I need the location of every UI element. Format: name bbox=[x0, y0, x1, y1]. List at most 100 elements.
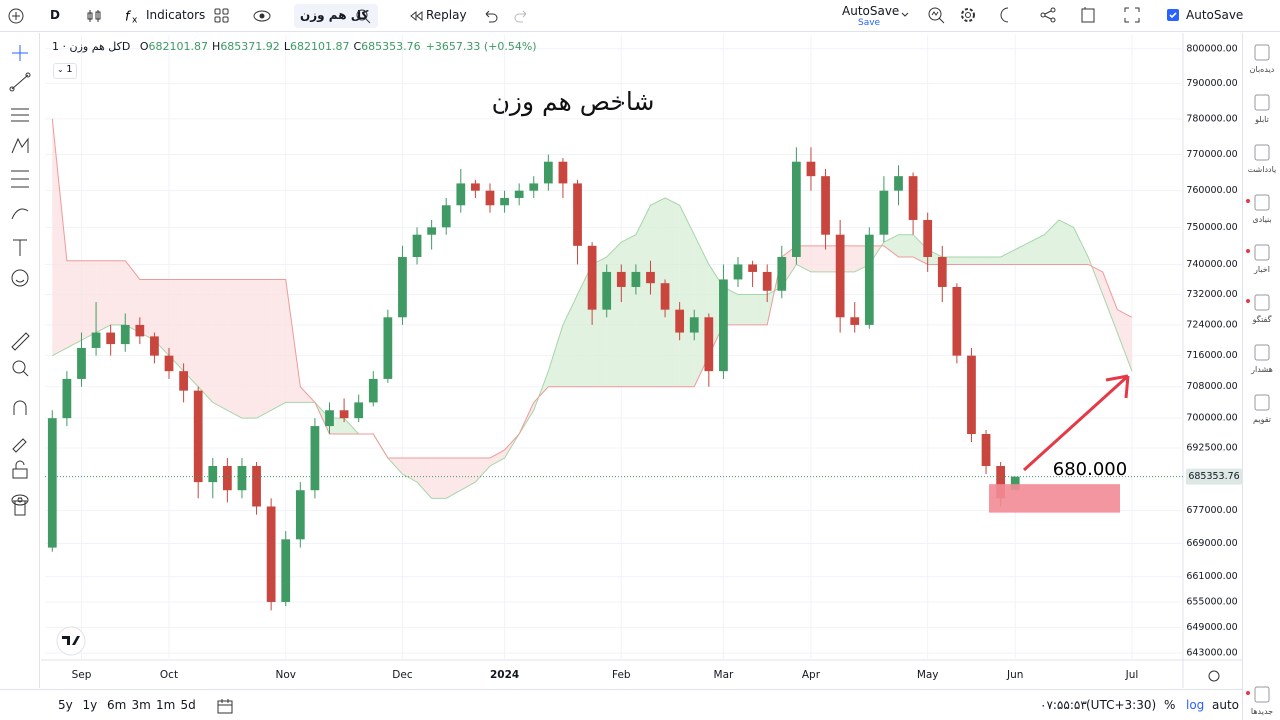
candle-body bbox=[62, 378, 72, 419]
candle-body bbox=[821, 176, 830, 235]
delete-tool[interactable] bbox=[0, 493, 40, 523]
candle-body bbox=[616, 271, 626, 287]
cloud-fill bbox=[956, 256, 972, 265]
snapshot[interactable] bbox=[1078, 5, 1098, 25]
sidebar-icon[interactable] bbox=[1243, 143, 1280, 163]
sidebar-icon[interactable] bbox=[1243, 93, 1280, 113]
autosave[interactable]: AutoSave bbox=[842, 4, 900, 18]
ohlc-value: 682101.87 bbox=[289, 40, 350, 53]
auto-toggle[interactable]: auto bbox=[1212, 698, 1240, 712]
share[interactable] bbox=[1038, 5, 1058, 25]
visibility[interactable] bbox=[252, 6, 272, 26]
cloud-fill bbox=[227, 279, 242, 419]
candle-body bbox=[981, 434, 991, 466]
x-tick-label: Apr bbox=[802, 669, 821, 681]
y-tick-label: 643000.00 bbox=[1186, 648, 1237, 659]
sidebar-icon[interactable] bbox=[1243, 393, 1280, 413]
cloud-fill bbox=[256, 279, 272, 419]
y-tick-label: 716000.00 bbox=[1186, 350, 1237, 361]
clock: ۰۷:۵۵:۵۳ bbox=[1040, 698, 1087, 712]
cloud-fill bbox=[52, 118, 67, 356]
icon-shape bbox=[1254, 94, 1270, 111]
candle-body bbox=[412, 234, 422, 257]
tv-logo bbox=[56, 626, 86, 656]
y-tick-label: 732000.00 bbox=[1186, 289, 1237, 300]
range-button[interactable]: 5d bbox=[180, 698, 196, 712]
ohlc-value: 685371.92 bbox=[220, 40, 280, 53]
icon-shape bbox=[1254, 144, 1270, 161]
goto-date[interactable] bbox=[216, 697, 234, 715]
y-tick-label: 692500.00 bbox=[1186, 442, 1237, 453]
fullscreen[interactable] bbox=[1122, 5, 1142, 25]
candle-body bbox=[179, 371, 188, 391]
icon-shape bbox=[1254, 686, 1270, 703]
candle-body bbox=[573, 183, 582, 246]
save[interactable]: Save bbox=[858, 18, 881, 28]
candle-body bbox=[835, 234, 845, 318]
chart-style[interactable] bbox=[84, 6, 104, 26]
layouts[interactable] bbox=[212, 6, 232, 26]
cloud-fill bbox=[460, 457, 476, 491]
collapse-button[interactable]: ⌄ 1 bbox=[53, 63, 77, 79]
replay[interactable]: Replay bbox=[426, 8, 467, 22]
drawing-tools[interactable] bbox=[0, 41, 40, 521]
y-tick-label: 700000.00 bbox=[1186, 413, 1237, 424]
indicators[interactable]: Indicators bbox=[146, 8, 206, 22]
candle-body bbox=[150, 336, 159, 356]
replay-icon bbox=[410, 10, 423, 22]
undo[interactable] bbox=[480, 6, 500, 26]
interval[interactable]: D bbox=[50, 8, 60, 22]
sidebar-icon[interactable] bbox=[1243, 243, 1280, 263]
logo-mark bbox=[62, 636, 80, 645]
sidebar-label[interactable]: دیده‌بان bbox=[1249, 65, 1275, 74]
range-button[interactable]: 1y bbox=[82, 698, 98, 712]
sidebar-label[interactable]: تابلو bbox=[1255, 115, 1269, 124]
candle-body bbox=[208, 465, 218, 483]
sidebar-label[interactable]: گفتگو bbox=[1252, 315, 1272, 324]
price-label: 685353.76 bbox=[1188, 471, 1239, 482]
sidebar-icon[interactable] bbox=[1243, 293, 1280, 313]
range-button[interactable]: 6m bbox=[107, 698, 127, 712]
candle-body bbox=[310, 426, 320, 491]
candle-body bbox=[266, 506, 276, 602]
redo[interactable] bbox=[512, 6, 532, 26]
sidebar-icon[interactable] bbox=[1243, 343, 1280, 363]
sidebar-label[interactable]: یادداشت bbox=[1247, 165, 1277, 174]
quick-search[interactable] bbox=[926, 5, 946, 25]
symbol[interactable]: کل هم وزن bbox=[300, 8, 369, 22]
range-button[interactable]: 3m bbox=[131, 698, 151, 712]
range-button[interactable]: 5y bbox=[58, 698, 73, 712]
sidebar-label[interactable]: هشدار bbox=[1251, 365, 1273, 374]
sidebar-label[interactable]: جدیدها bbox=[1250, 707, 1274, 716]
cloud-fill bbox=[1073, 227, 1089, 265]
sidebar-icon[interactable] bbox=[1243, 685, 1280, 705]
cloud-fill bbox=[271, 279, 286, 411]
dropdown[interactable] bbox=[900, 10, 910, 20]
add-symbol[interactable] bbox=[6, 6, 26, 26]
percent-toggle[interactable]: % bbox=[1164, 698, 1176, 712]
sidebar-label[interactable]: تقویم bbox=[1253, 415, 1271, 424]
autosave-label[interactable]: AutoSave bbox=[1186, 8, 1244, 22]
svg-text:f: f bbox=[125, 10, 132, 25]
sidebar-icon[interactable] bbox=[1243, 43, 1280, 63]
autosave-checkbox[interactable] bbox=[1166, 8, 1180, 22]
sidebar-label[interactable]: بنیادی bbox=[1252, 215, 1272, 224]
candle-body bbox=[514, 190, 524, 198]
symbol-search[interactable] bbox=[294, 4, 378, 28]
sidebar-icon[interactable] bbox=[1243, 193, 1280, 213]
cloud-fill bbox=[81, 260, 97, 341]
chart-title: شاخص هم وزن bbox=[492, 87, 655, 117]
settings[interactable] bbox=[958, 5, 978, 25]
timezone[interactable]: (UTC+3:30) bbox=[1086, 698, 1157, 712]
log-toggle[interactable]: log bbox=[1186, 698, 1205, 712]
candle-body bbox=[368, 378, 378, 403]
candle-body bbox=[135, 324, 145, 337]
ohlc-label: L bbox=[283, 40, 290, 53]
sidebar-label[interactable]: اخبار bbox=[1254, 265, 1270, 274]
cloud-fill bbox=[431, 457, 447, 499]
candle-body bbox=[106, 332, 116, 345]
theme[interactable] bbox=[996, 5, 1016, 25]
range-button[interactable]: 1m bbox=[156, 698, 176, 712]
